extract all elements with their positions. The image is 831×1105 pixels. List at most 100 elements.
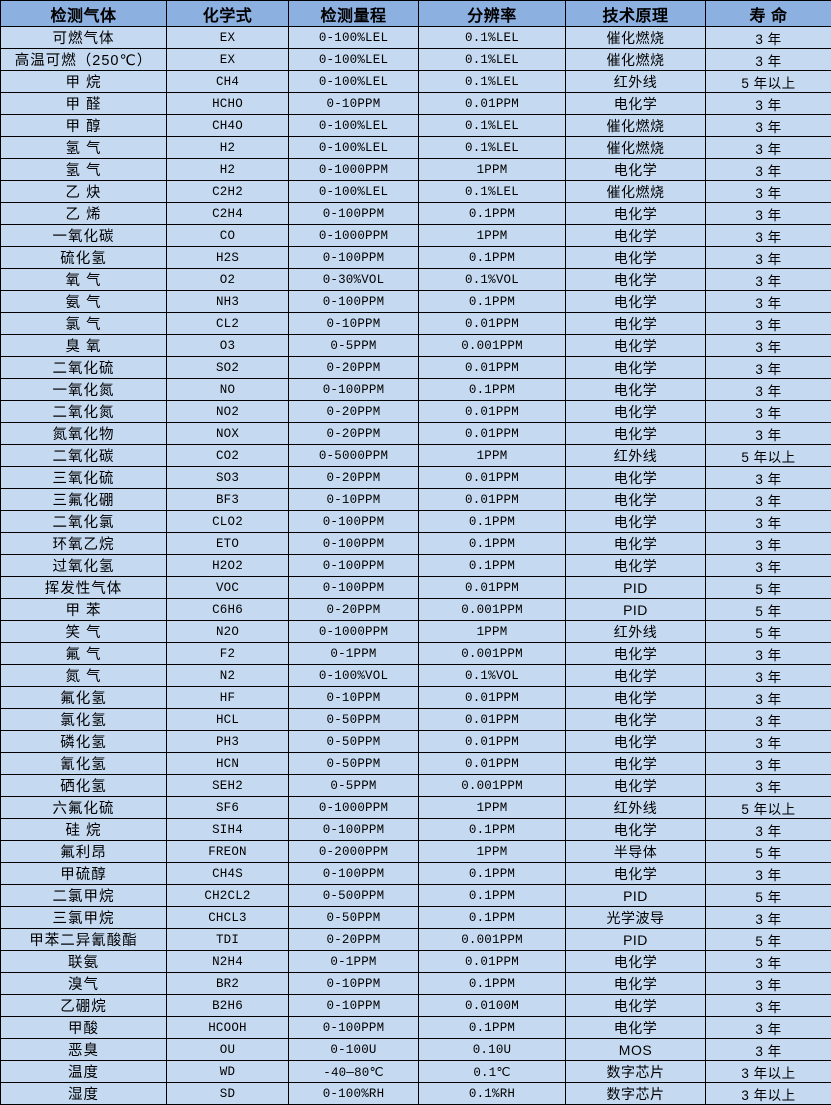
cell-range: 0-50PPM	[289, 907, 419, 929]
cell-life: 3 年	[706, 423, 831, 445]
cell-tech: 电化学	[566, 379, 706, 401]
cell-life: 3 年	[706, 951, 831, 973]
cell-gas: 氟利昂	[1, 841, 167, 863]
cell-range: 0-100PPM	[289, 555, 419, 577]
cell-formula: CH4O	[167, 115, 289, 137]
cell-life: 3 年	[706, 775, 831, 797]
cell-life: 3 年	[706, 49, 831, 71]
cell-formula: TDI	[167, 929, 289, 951]
cell-gas: 乙硼烷	[1, 995, 167, 1017]
cell-formula: CLO2	[167, 511, 289, 533]
cell-res: 1PPM	[419, 797, 566, 819]
cell-life: 5 年	[706, 929, 831, 951]
cell-range: 0-100PPM	[289, 379, 419, 401]
cell-range: 0-100%VOL	[289, 665, 419, 687]
cell-gas: 二氧化硫	[1, 357, 167, 379]
cell-tech: 电化学	[566, 863, 706, 885]
cell-tech: 电化学	[566, 335, 706, 357]
cell-tech: 电化学	[566, 511, 706, 533]
cell-range: 0-100PPM	[289, 819, 419, 841]
cell-range: 0-1000PPM	[289, 621, 419, 643]
cell-life: 3 年	[706, 489, 831, 511]
cell-gas: 氯化氢	[1, 709, 167, 731]
cell-formula: SO3	[167, 467, 289, 489]
cell-formula: H2	[167, 137, 289, 159]
cell-range: 0-20PPM	[289, 401, 419, 423]
cell-res: 0.1%LEL	[419, 27, 566, 49]
cell-formula: HCL	[167, 709, 289, 731]
cell-res: 0.001PPM	[419, 929, 566, 951]
cell-range: 0-20PPM	[289, 599, 419, 621]
cell-tech: 电化学	[566, 247, 706, 269]
cell-tech: 电化学	[566, 423, 706, 445]
cell-range: 0-50PPM	[289, 753, 419, 775]
cell-formula: ETO	[167, 533, 289, 555]
cell-tech: 电化学	[566, 687, 706, 709]
cell-tech: 红外线	[566, 445, 706, 467]
cell-life: 5 年	[706, 841, 831, 863]
cell-res: 0.1%LEL	[419, 115, 566, 137]
cell-range: 0-5PPM	[289, 335, 419, 357]
cell-formula: SD	[167, 1083, 289, 1105]
column-header-lifetime: 寿 命	[706, 1, 831, 27]
cell-tech: 电化学	[566, 313, 706, 335]
cell-res: 0.1%LEL	[419, 71, 566, 93]
cell-range: 0-100PPM	[289, 247, 419, 269]
cell-tech: 红外线	[566, 71, 706, 93]
cell-res: 1PPM	[419, 841, 566, 863]
cell-range: 0-100PPM	[289, 577, 419, 599]
cell-tech: 电化学	[566, 401, 706, 423]
cell-formula: CH4	[167, 71, 289, 93]
cell-formula: NOX	[167, 423, 289, 445]
cell-res: 0.01PPM	[419, 709, 566, 731]
cell-life: 3 年	[706, 555, 831, 577]
cell-gas: 温度	[1, 1061, 167, 1083]
cell-res: 0.10U	[419, 1039, 566, 1061]
cell-range: 0-1000PPM	[289, 797, 419, 819]
cell-gas: 氮氧化物	[1, 423, 167, 445]
cell-range: 0-1000PPM	[289, 225, 419, 247]
cell-range: 0-100PPM	[289, 863, 419, 885]
cell-range: 0-20PPM	[289, 929, 419, 951]
cell-life: 3 年以上	[706, 1061, 831, 1083]
cell-life: 5 年	[706, 599, 831, 621]
cell-tech: PID	[566, 599, 706, 621]
cell-formula: FREON	[167, 841, 289, 863]
cell-tech: PID	[566, 885, 706, 907]
cell-gas: 乙 炔	[1, 181, 167, 203]
cell-gas: 环氧乙烷	[1, 533, 167, 555]
cell-tech: 电化学	[566, 973, 706, 995]
cell-life: 3 年	[706, 533, 831, 555]
cell-formula: C2H2	[167, 181, 289, 203]
column-header-resolution: 分辨率	[419, 1, 566, 27]
cell-formula: HCN	[167, 753, 289, 775]
cell-life: 3 年	[706, 203, 831, 225]
cell-tech: 电化学	[566, 643, 706, 665]
cell-res: 0.01PPM	[419, 687, 566, 709]
cell-gas: 联氨	[1, 951, 167, 973]
cell-res: 0.1℃	[419, 1061, 566, 1083]
cell-formula: WD	[167, 1061, 289, 1083]
cell-gas: 挥发性气体	[1, 577, 167, 599]
cell-tech: 催化燃烧	[566, 49, 706, 71]
cell-range: 0-10PPM	[289, 687, 419, 709]
cell-formula: H2O2	[167, 555, 289, 577]
cell-res: 0.1PPM	[419, 973, 566, 995]
cell-res: 0.01PPM	[419, 951, 566, 973]
cell-res: 0.01PPM	[419, 357, 566, 379]
